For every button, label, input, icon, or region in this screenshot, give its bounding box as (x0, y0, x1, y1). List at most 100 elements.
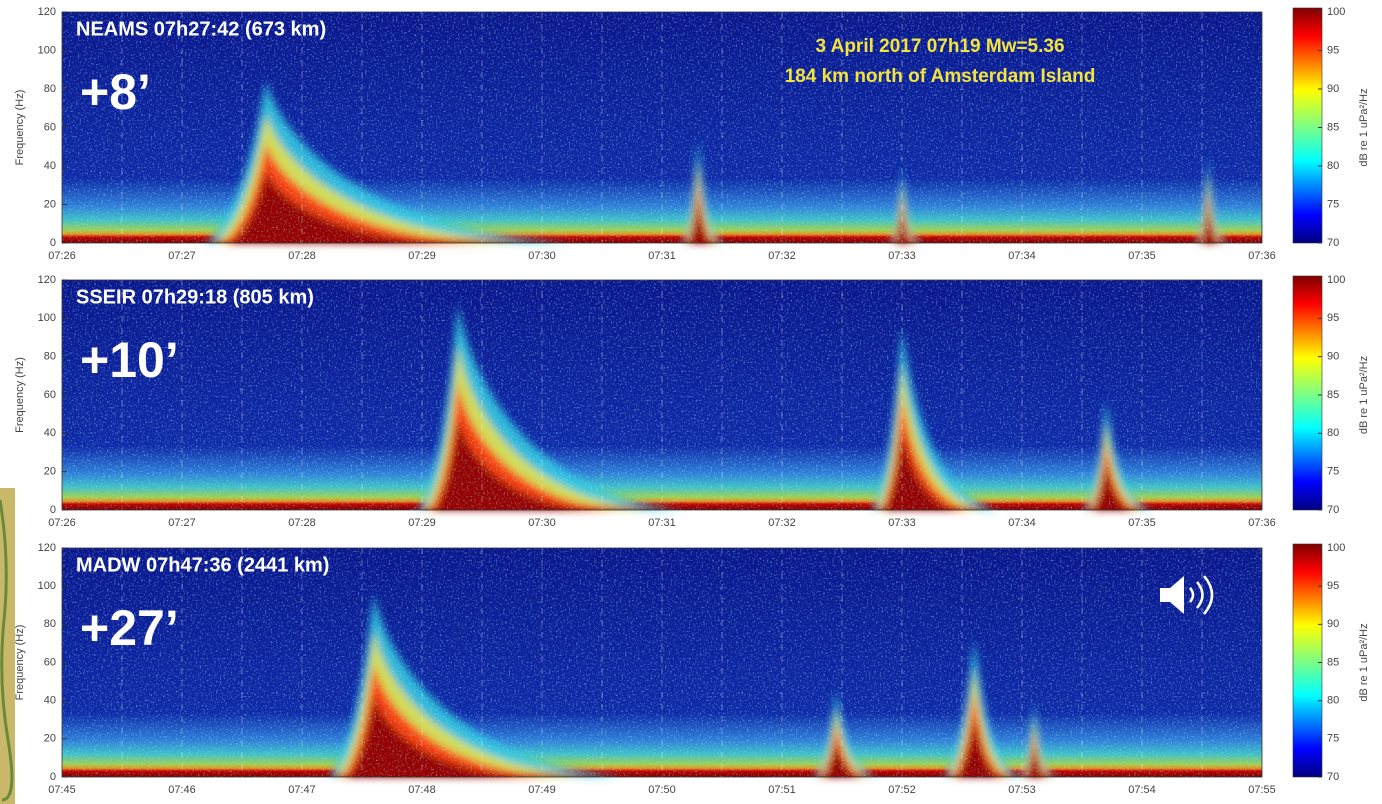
y-tick-label: 0 (50, 771, 56, 783)
colorbar-tick-label: 90 (1327, 83, 1339, 95)
colorbar-label: dB re 1 uPa²/Hz (1358, 88, 1370, 166)
x-tick-label: 07:29 (408, 250, 436, 262)
x-tick-label: 07:31 (648, 250, 676, 262)
x-tick-label: 07:51 (768, 784, 796, 796)
x-tick-label: 07:27 (168, 250, 196, 262)
colorbar-tick-label: 95 (1327, 580, 1339, 592)
colorbar-tick-label: 80 (1327, 160, 1339, 172)
map-line (0, 499, 14, 802)
x-tick-label: 07:53 (1008, 784, 1036, 796)
speaker-wave (1196, 581, 1204, 609)
speaker-wave (1203, 575, 1214, 615)
x-tick-label: 07:36 (1248, 250, 1276, 262)
colorbar-tick-label: 75 (1327, 733, 1339, 745)
y-tick-label: 40 (44, 427, 56, 439)
colorbar-tick-label: 85 (1327, 656, 1339, 668)
colorbar-tick-label: 95 (1327, 44, 1339, 56)
x-tick-label: 07:34 (1008, 250, 1036, 262)
colorbar-tick-label: 95 (1327, 312, 1339, 324)
colorbar-tick-label: 70 (1327, 237, 1339, 249)
y-tick-label: 80 (44, 83, 56, 95)
x-tick-label: 07:55 (1248, 784, 1276, 796)
colorbar-tick-label: 70 (1327, 504, 1339, 516)
y-tick-label: 60 (44, 389, 56, 401)
x-tick-label: 07:26 (48, 250, 76, 262)
colorbar (1292, 543, 1323, 778)
y-tick-label: 40 (44, 695, 56, 707)
colorbar-tick-label: 80 (1327, 695, 1339, 707)
arrival-offset: +27’ (80, 600, 179, 656)
x-tick-label: 07:35 (1128, 517, 1156, 529)
y-tick-label: 80 (44, 351, 56, 363)
y-tick-label: 100 (38, 44, 56, 56)
colorbar-tick-label: 100 (1327, 6, 1345, 18)
y-axis-label: Frequency (Hz) (14, 357, 26, 433)
y-tick-label: 120 (38, 6, 56, 18)
colorbar-tick-label: 75 (1327, 466, 1339, 478)
y-tick-label: 100 (38, 580, 56, 592)
x-tick-label: 07:33 (888, 517, 916, 529)
y-tick-label: 60 (44, 121, 56, 133)
x-tick-label: 07:45 (48, 784, 76, 796)
map-fragment (0, 488, 15, 804)
event-annotation: 3 April 2017 07h19 Mw=5.36 (815, 36, 1064, 57)
x-tick-label: 07:35 (1128, 250, 1156, 262)
y-axis-label: Frequency (Hz) (14, 625, 26, 701)
colorbar-label: dB re 1 uPa²/Hz (1358, 623, 1370, 701)
speaker-icon (1160, 576, 1184, 614)
y-tick-label: 0 (50, 504, 56, 516)
station-title: MADW 07h47:36 (2441 km) (76, 554, 329, 576)
station-title: SSEIR 07h29:18 (805 km) (76, 286, 314, 308)
x-tick-label: 07:47 (288, 784, 316, 796)
x-tick-label: 07:28 (288, 250, 316, 262)
x-tick-label: 07:34 (1008, 517, 1036, 529)
x-tick-label: 07:52 (888, 784, 916, 796)
x-tick-label: 07:29 (408, 517, 436, 529)
x-tick-label: 07:46 (168, 784, 196, 796)
colorbar-tick-label: 100 (1327, 274, 1345, 286)
colorbar-tick-label: 100 (1327, 542, 1345, 554)
y-tick-label: 20 (44, 198, 56, 210)
colorbar-tick-label: 75 (1327, 198, 1339, 210)
colorbar-tick-label: 90 (1327, 351, 1339, 363)
x-tick-label: 07:49 (528, 784, 556, 796)
x-tick-label: 07:33 (888, 250, 916, 262)
x-tick-label: 07:32 (768, 517, 796, 529)
station-title: NEAMS 07h27:42 (673 km) (76, 18, 326, 40)
noise (62, 280, 1262, 510)
y-tick-label: 100 (38, 312, 56, 324)
x-tick-label: 07:50 (648, 784, 676, 796)
colorbar-label: dB re 1 uPa²/Hz (1358, 356, 1370, 434)
y-tick-label: 20 (44, 466, 56, 478)
x-tick-label: 07:32 (768, 250, 796, 262)
y-tick-label: 0 (50, 237, 56, 249)
colorbar-tick-label: 85 (1327, 121, 1339, 133)
y-tick-label: 80 (44, 618, 56, 630)
event-annotation: 184 km north of Amsterdam Island (785, 66, 1096, 87)
x-tick-label: 07:30 (528, 250, 556, 262)
x-tick-label: 07:31 (648, 517, 676, 529)
y-tick-label: 40 (44, 160, 56, 172)
x-tick-label: 07:36 (1248, 517, 1276, 529)
colorbar-tick-label: 80 (1327, 427, 1339, 439)
y-tick-label: 120 (38, 274, 56, 286)
speaker-wave (1189, 587, 1195, 603)
y-tick-label: 60 (44, 656, 56, 668)
colorbar-tick-label: 70 (1327, 771, 1339, 783)
x-tick-label: 07:27 (168, 517, 196, 529)
y-axis-label: Frequency (Hz) (14, 90, 26, 166)
noise (62, 12, 1262, 243)
noise (62, 548, 1262, 777)
arrival-offset: +8’ (80, 64, 151, 120)
x-tick-label: 07:48 (408, 784, 436, 796)
arrival-offset: +10’ (80, 332, 179, 388)
x-tick-label: 07:28 (288, 517, 316, 529)
y-tick-label: 120 (38, 542, 56, 554)
colorbar (1292, 7, 1323, 244)
x-tick-label: 07:30 (528, 517, 556, 529)
colorbar-tick-label: 90 (1327, 618, 1339, 630)
x-tick-label: 07:26 (48, 517, 76, 529)
y-tick-label: 20 (44, 733, 56, 745)
x-tick-label: 07:54 (1128, 784, 1156, 796)
